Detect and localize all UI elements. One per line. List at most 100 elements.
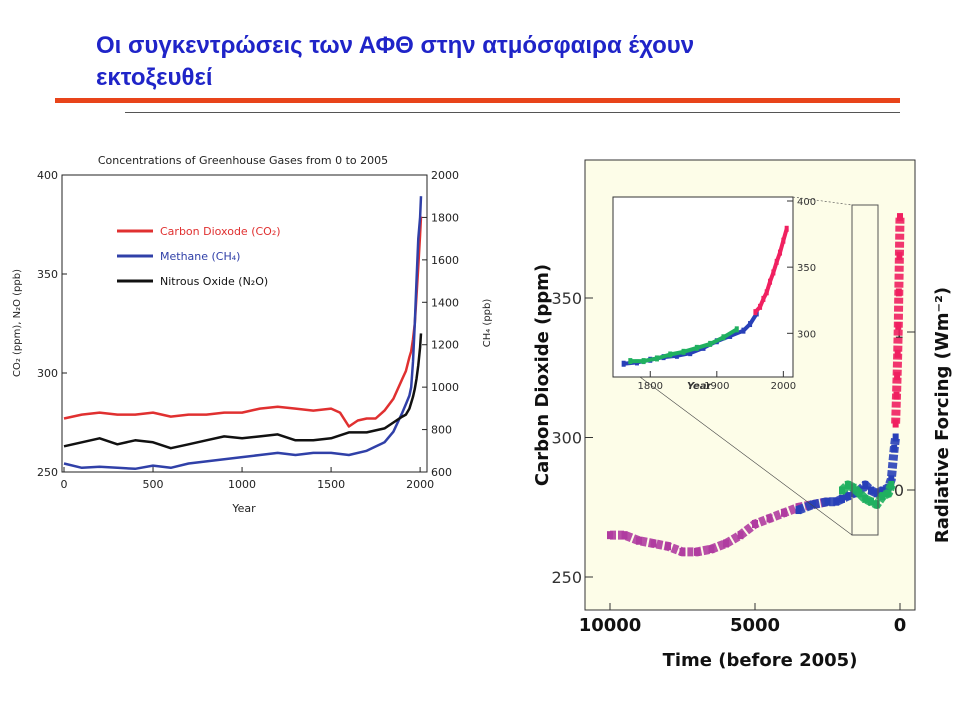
- data-point: [856, 489, 863, 498]
- x-tick-label: 500: [143, 478, 164, 491]
- inset-data-point: [781, 237, 786, 244]
- data-point: [824, 497, 831, 506]
- data-point: [892, 433, 899, 442]
- data-point: [879, 486, 886, 495]
- inset-series: [753, 228, 789, 314]
- inset-y-tick-label: 400: [797, 197, 816, 208]
- inset-data-point: [753, 309, 758, 316]
- y-tick-label-right: 1600: [431, 254, 459, 267]
- inset-data-point: [621, 360, 626, 367]
- data-point: [888, 475, 895, 484]
- data-point: [810, 500, 816, 509]
- co2-record-series: [610, 497, 829, 557]
- data-point: [752, 519, 758, 528]
- y-tick-label-right: 1800: [431, 211, 459, 224]
- data-point: [665, 542, 671, 551]
- y-axis-label-right: CH₄ (ppb): [482, 299, 493, 348]
- inset-data-point: [694, 344, 699, 351]
- data-point: [766, 514, 773, 523]
- y-tick-label-left: 300: [37, 367, 58, 380]
- data-point: [636, 536, 642, 545]
- data-point: [850, 483, 857, 492]
- legend-label-co2: Carbon Dioxode (CO₂): [160, 225, 281, 238]
- data-point: [895, 321, 902, 330]
- data-point: [694, 547, 700, 556]
- co2-record-series: [891, 217, 905, 424]
- y-tick-label-right: 2000: [431, 169, 459, 182]
- data-point: [844, 480, 851, 489]
- data-point: [895, 288, 902, 297]
- inset-data-point: [771, 269, 776, 276]
- data-point: [781, 508, 787, 517]
- data-point: [833, 497, 840, 506]
- slide-title-line1: Οι συγκεντρώσεις των ΑΦΘ στην ατμόσφαιρα…: [96, 32, 695, 59]
- plot-frame: [584, 159, 916, 611]
- y-axis-label-right: Radiative Forcing (Wm⁻²): [932, 287, 953, 543]
- legend-label-ch4: Methane (CH₄): [160, 250, 240, 263]
- data-point: [894, 349, 901, 358]
- data-point: [862, 494, 869, 503]
- y-tick-label-right: 1000: [431, 381, 459, 394]
- co2-line: [63, 216, 423, 428]
- inset-data-point: [768, 278, 773, 285]
- x-tick-label: 5000: [730, 615, 780, 636]
- inset-x-tick-label: 1800: [638, 381, 663, 392]
- inset-y-tick-label: 300: [797, 329, 816, 340]
- inset-data-point: [728, 332, 733, 339]
- inset-data-point: [681, 348, 686, 355]
- data-point: [839, 494, 845, 503]
- inset-y-tick-label: 350: [797, 263, 816, 274]
- ghg-concentrations-chart: Concentrations of Greenhouse Gases from …: [12, 154, 493, 515]
- data-point: [621, 531, 628, 540]
- data-point: [868, 486, 874, 495]
- inset-data-point: [774, 258, 779, 265]
- inset-data-point: [668, 351, 673, 358]
- y-axis-label-left: CO₂ (ppm), N₂O (ppb): [12, 269, 23, 377]
- inset-data-point: [674, 352, 679, 359]
- y-tick-label-left: 350: [551, 289, 582, 308]
- inset-data-point: [688, 350, 693, 357]
- inset-data-point: [654, 355, 659, 362]
- y-tick-label-right: 1200: [431, 339, 459, 352]
- data-point: [839, 486, 845, 495]
- x-tick-label: 0: [894, 615, 907, 636]
- slide-title-line2: εκτοξευθεί: [96, 64, 213, 91]
- data-point: [896, 252, 903, 261]
- inset-data-point: [734, 326, 739, 333]
- inset-data-point: [778, 249, 783, 256]
- y-tick-label-right: 800: [431, 424, 452, 437]
- data-point: [795, 506, 802, 515]
- inset-data-point: [764, 289, 769, 296]
- data-point: [679, 547, 686, 556]
- chart-title: Concentrations of Greenhouse Gases from …: [98, 154, 388, 167]
- inset-x-tick-label: 1900: [704, 381, 729, 392]
- data-point: [879, 492, 886, 501]
- data-point: [868, 497, 874, 506]
- title-underline-red: [55, 98, 900, 103]
- y-tick-label-right: 1400: [431, 296, 459, 309]
- x-tick-label: 0: [61, 478, 68, 491]
- data-point: [885, 489, 892, 498]
- y-tick-label-left: 250: [551, 568, 582, 587]
- data-point: [888, 480, 895, 489]
- x-tick-label: 1000: [228, 478, 256, 491]
- inset-data-point: [748, 321, 753, 328]
- data-point: [650, 539, 657, 548]
- legend-label-n2o: Nitrous Oxide (N₂O): [160, 275, 268, 288]
- zoom-box: [851, 204, 879, 536]
- y-tick-label-left: 300: [551, 429, 582, 448]
- inset-x-tick-label: 2000: [771, 381, 796, 392]
- x-tick-label: 2000: [406, 478, 434, 491]
- inset-x-label: Year: [687, 381, 712, 392]
- y-tick-label-left: 250: [37, 466, 58, 479]
- inset-data-point: [761, 295, 766, 302]
- data-point: [844, 492, 851, 501]
- inset-data-point: [641, 358, 646, 365]
- x-axis-label: Time (before 2005): [663, 650, 858, 671]
- data-point: [892, 419, 899, 428]
- data-point: [862, 480, 869, 489]
- data-point: [708, 545, 715, 554]
- y-tick-label-right: 0: [894, 481, 904, 500]
- y-tick-label-left: 400: [37, 169, 58, 182]
